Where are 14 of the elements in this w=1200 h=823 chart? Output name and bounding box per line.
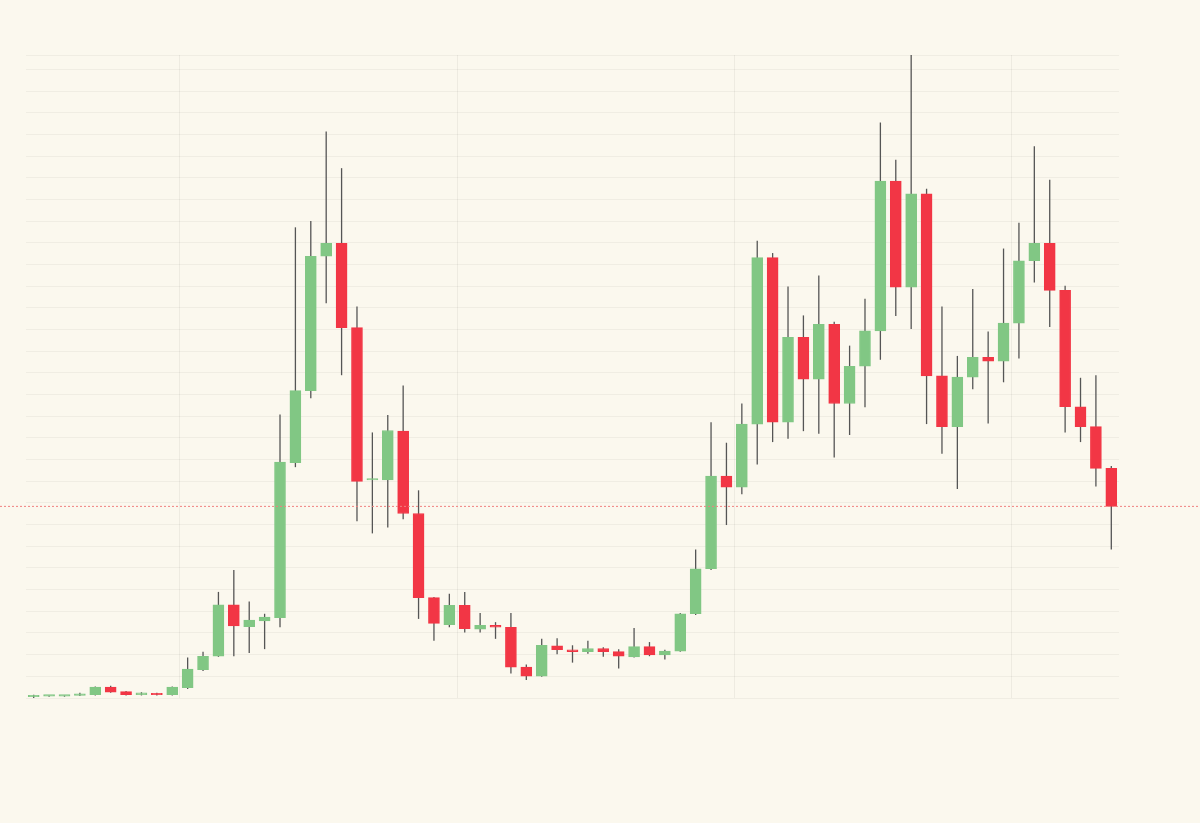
candlestick [628,627,640,659]
candlestick [612,648,625,670]
candlestick [458,591,471,634]
candlestick [474,612,486,634]
candlestick [43,694,55,697]
candlestick [227,569,240,657]
candlestick [966,288,979,391]
candlestick [1028,145,1041,284]
candlestick [1074,377,1087,443]
candlestick [320,130,333,304]
candlestick [366,431,379,535]
candlestick [443,593,456,628]
candlestick [243,600,256,654]
candlestick [582,640,594,655]
